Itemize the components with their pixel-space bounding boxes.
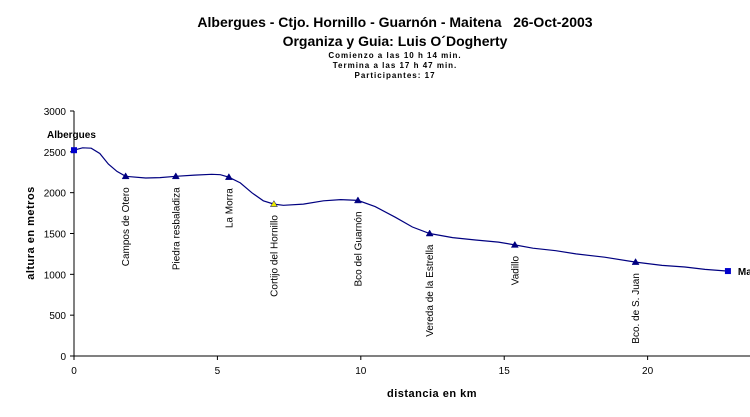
waypoint-label: La Morra [224,188,235,228]
x-tick-label: 15 [499,366,511,377]
waypoint-label: Albergues [47,130,96,141]
waypoint-marker [724,268,731,275]
note: Termina a las 17 h 47 min. [333,61,458,70]
waypoint-marker [354,196,362,204]
waypoint-marker [631,258,640,265]
y-tick-label: 3000 [44,107,67,118]
waypoint-label: Bco del Guarnón [353,211,364,286]
waypoint-marker [224,173,233,180]
y-tick-label: 1000 [44,270,67,281]
waypoint-marker [121,172,130,180]
x-axis-title: distancia en km [387,388,477,400]
waypoint-marker [425,229,434,237]
y-tick-label: 0 [60,352,66,363]
chart-subtitle: Organiza y Guia: Luis O´Dogherty [283,33,508,49]
profile-line [73,147,728,272]
waypoint-marker [71,147,77,154]
y-tick-label: 1500 [44,230,67,241]
waypoint-marker [269,200,278,207]
y-tick-label: 2500 [44,148,67,159]
x-tick-label: 5 [215,366,221,377]
waypoint-label: Cortijo del Hornillo [269,215,280,297]
x-tick-label: 10 [355,366,367,377]
y-tick-label: 500 [49,311,66,322]
chart-title: Albergues - Ctjo. Hornillo - Guarnón - M… [197,14,592,30]
waypoint-label: Piedra resbaladiza [171,187,182,270]
waypoint-marker [510,240,519,248]
y-axis-title: altura en metros [25,186,37,280]
x-tick-label: 20 [642,366,654,377]
waypoint-label: Maitena [738,267,750,278]
y-tick-label: 2000 [44,189,67,200]
waypoint-label: Vereda de la Estrella [425,244,436,337]
waypoint-label: Vadillo [510,255,521,285]
waypoint-label: Campos de Otero [121,187,132,266]
waypoint-marker [171,172,180,180]
waypoint-label: Bco. de S. Juan [631,273,642,344]
x-tick-label: 0 [71,366,77,377]
note: Comienzo a las 10 h 14 min. [328,51,461,60]
note: Participantes: 17 [354,71,435,80]
